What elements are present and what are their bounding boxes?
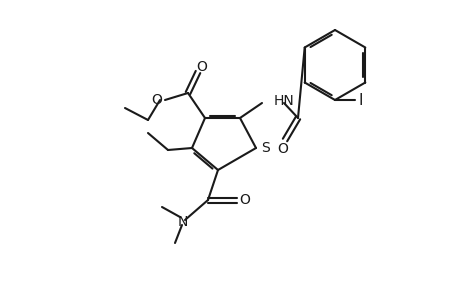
- Text: O: O: [151, 93, 162, 107]
- Text: S: S: [261, 141, 270, 155]
- Text: O: O: [239, 193, 250, 207]
- Text: N: N: [178, 215, 188, 229]
- Text: O: O: [196, 60, 207, 74]
- Text: O: O: [277, 142, 288, 156]
- Text: I: I: [358, 92, 363, 107]
- Text: HN: HN: [274, 94, 294, 108]
